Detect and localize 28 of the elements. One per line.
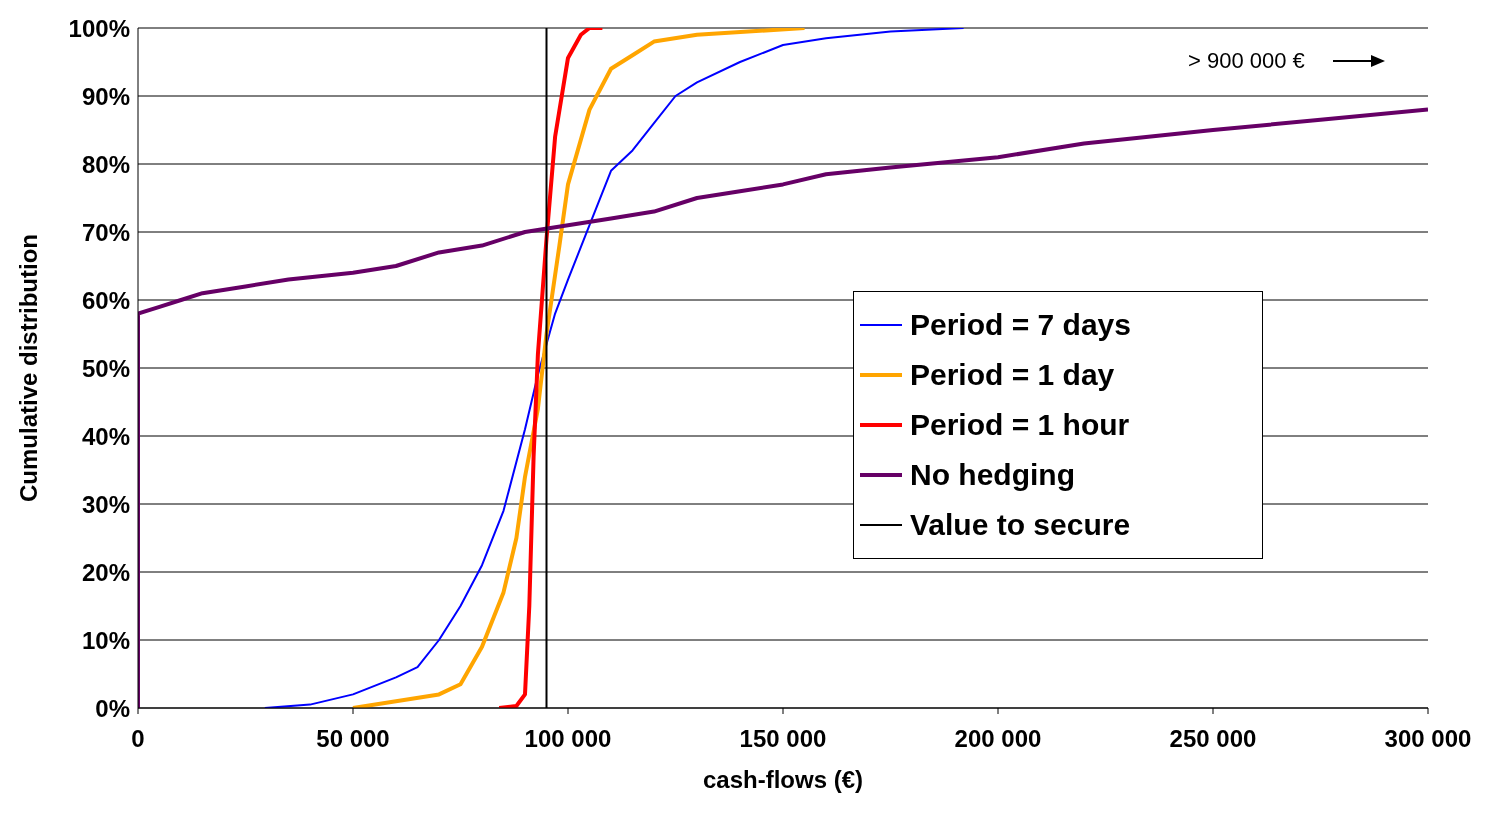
y-tick-label: 30%	[81, 490, 130, 518]
x-tick-label: 100 000	[524, 725, 612, 753]
legend-label: Value to secure	[910, 508, 1131, 542]
y-tick-label: 0%	[95, 694, 130, 722]
y-tick-label: 100%	[68, 14, 130, 42]
x-axis-title: cash-flows (€)	[702, 766, 864, 793]
x-tick-label: 200 000	[954, 725, 1042, 753]
annotation: > 900 000 €	[1188, 48, 1305, 74]
y-tick-label: 80%	[81, 150, 130, 178]
x-tick-label: 150 000	[739, 725, 827, 753]
y-tick-label: 40%	[81, 422, 130, 450]
y-tick-label: 60%	[81, 286, 130, 314]
legend-label: Period = 7 days	[910, 308, 1131, 342]
x-tick-label: 250 000	[1169, 725, 1257, 753]
line-series	[497, 28, 605, 708]
x-tick-label: 300 000	[1384, 725, 1472, 753]
y-tick-label: 20%	[81, 558, 130, 586]
legend-label: Period = 1 day	[910, 358, 1115, 392]
y-tick-label: 10%	[81, 626, 130, 654]
x-tick-label: 0	[131, 725, 145, 753]
y-tick-label: 50%	[81, 354, 130, 382]
legend-label: Period = 1 hour	[910, 408, 1130, 442]
line-series	[351, 28, 807, 708]
x-tick-label: 50 000	[316, 725, 390, 753]
y-tick-label: 70%	[81, 218, 130, 246]
y-tick-label: 90%	[81, 82, 130, 110]
y-axis-title: Cumulative distribution	[14, 233, 42, 503]
legend-label: No hedging	[910, 458, 1075, 492]
